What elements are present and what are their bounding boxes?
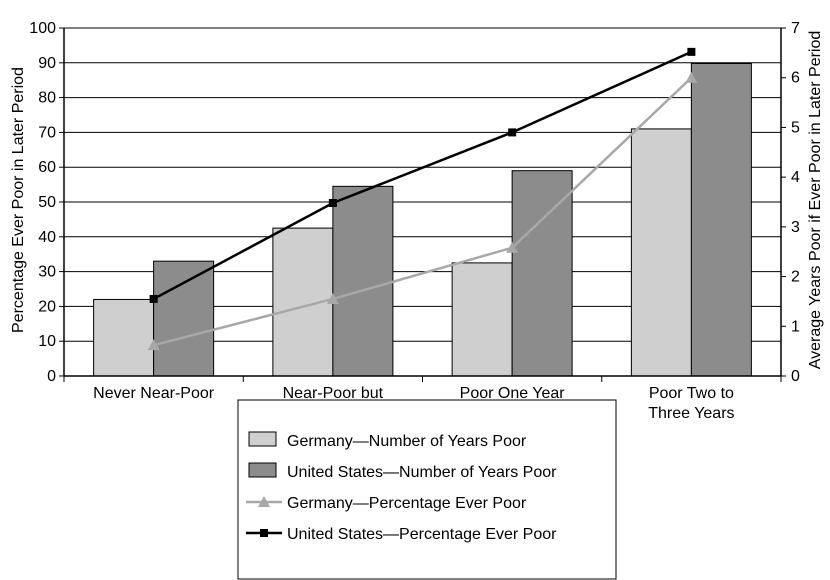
bar-germany-years-poor	[451, 262, 513, 377]
legend-box	[237, 399, 617, 580]
right-tick-label: 7	[791, 20, 800, 37]
legend: Germany—Number of Years Poor United State…	[237, 399, 617, 580]
right-tick-label: 4	[791, 169, 800, 186]
marker-triangle	[506, 241, 519, 253]
legend-marker-triangle	[258, 496, 270, 507]
right-tick-label: 3	[791, 219, 800, 236]
right-tick-label: 6	[791, 70, 800, 87]
left-tick-label: 0	[47, 368, 56, 385]
marker-triangle	[685, 71, 698, 83]
line-series-group	[147, 47, 698, 351]
marker-triangle	[326, 292, 339, 304]
marker-square	[508, 128, 517, 137]
bar-us-years-poor	[690, 62, 752, 377]
legend-label: United States—Number of Years Poor	[287, 464, 557, 481]
left-tick-label: 90	[38, 55, 56, 72]
left-tick-label: 40	[38, 229, 56, 246]
legend-swatch-bar	[248, 462, 277, 478]
legend-label: United States—Percentage Ever Poor	[287, 526, 557, 543]
category-label: Near-Poor but	[283, 385, 384, 402]
right-tick-label: 2	[791, 269, 800, 286]
left-tick-label: 60	[38, 159, 56, 176]
bar-us-years-poor	[153, 260, 215, 377]
line-germany-ever-poor	[153, 76, 693, 347]
right-tick-label: 1	[791, 318, 800, 335]
marker-square	[687, 47, 696, 56]
legend-marker-square	[260, 529, 268, 537]
right-axis-title: Average Years Poor if Ever Poor in Later…	[807, 31, 824, 370]
category-label: Three Years	[648, 405, 734, 422]
legend-label: Germany—Number of Years Poor	[287, 433, 527, 450]
line-us-ever-poor	[153, 50, 692, 301]
left-tick-label: 30	[38, 264, 56, 281]
left-tick-label: 20	[38, 298, 56, 315]
right-tick-label: 5	[791, 119, 800, 136]
marker-square	[328, 198, 337, 207]
left-tick-label: 50	[38, 194, 56, 211]
marker-triangle	[147, 339, 160, 351]
marker-square	[149, 294, 158, 303]
left-tick-label: 10	[38, 333, 56, 350]
left-axis-ticks: 0 10 20 30 40 50 60 70 80 90 100	[29, 20, 64, 385]
legend-label: Germany—Percentage Ever Poor	[287, 495, 527, 512]
right-axis-ticks: 0 1 2 3 4 5 6 7	[781, 20, 800, 385]
left-tick-label: 70	[38, 124, 56, 141]
category-label: Poor One Year	[460, 385, 566, 402]
bar-germany-years-poor	[93, 298, 155, 377]
left-axis-title: Percentage Ever Poor in Later Period	[10, 67, 27, 333]
left-tick-label: 80	[38, 90, 56, 107]
right-tick-label: 0	[791, 368, 800, 385]
legend-swatch-bar	[248, 431, 277, 447]
bar-us-years-poor	[332, 185, 394, 377]
bar-series-group	[93, 62, 752, 377]
left-tick-label: 100	[29, 20, 56, 37]
bar-us-years-poor	[511, 170, 573, 377]
bar-germany-years-poor	[630, 128, 692, 377]
category-label: Poor Two to	[649, 385, 734, 402]
category-label: Never Near-Poor	[93, 385, 215, 402]
